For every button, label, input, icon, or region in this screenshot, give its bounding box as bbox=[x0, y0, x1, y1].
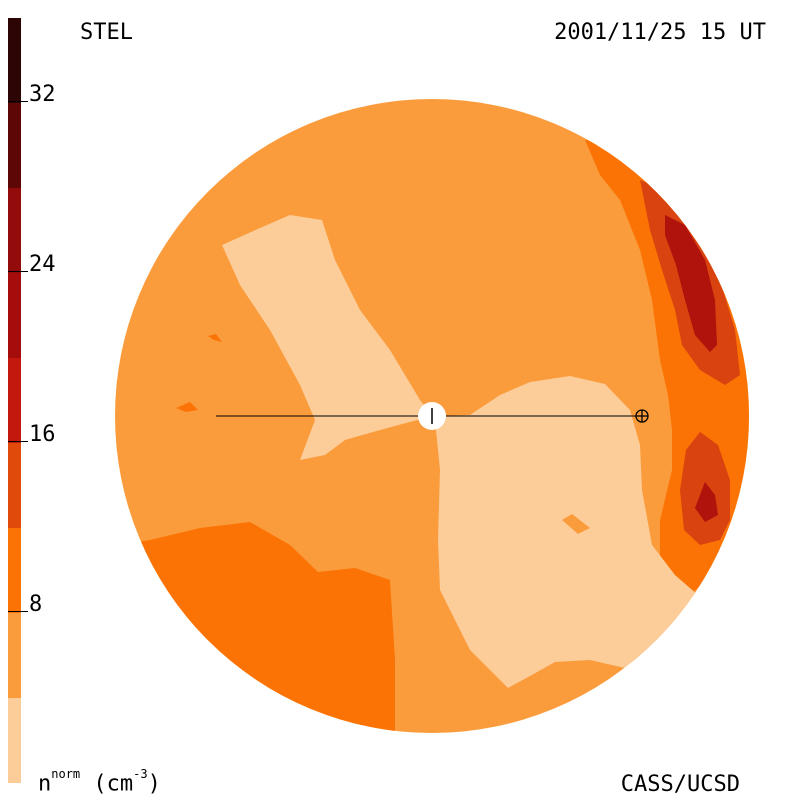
colorbar-level-6 bbox=[8, 443, 21, 528]
upper-left-small-blob bbox=[208, 334, 222, 342]
colorbar-tick-24 bbox=[8, 271, 28, 272]
timestamp-label: 2001/11/25 15 UT bbox=[554, 20, 766, 45]
colorbar-label-32: 32 bbox=[29, 82, 56, 107]
credit-label: CASS/UCSD bbox=[620, 772, 740, 797]
lower-right-low-density-region bbox=[432, 376, 698, 688]
colorbar-level-4 bbox=[8, 273, 21, 358]
colorbar-level-7 bbox=[8, 528, 21, 613]
earth-icon bbox=[635, 409, 649, 423]
colorbar-level-8 bbox=[8, 613, 21, 698]
lower-peak-density-core bbox=[695, 482, 718, 522]
colorbar-level-2 bbox=[8, 103, 21, 188]
left-small-blob bbox=[176, 402, 198, 412]
colorbar-tick-32 bbox=[8, 101, 28, 102]
instrument-label: STEL bbox=[80, 20, 133, 45]
colorbar-level-1 bbox=[8, 18, 21, 103]
colorbar-level-3 bbox=[8, 188, 21, 273]
colorbar-tick-8 bbox=[8, 611, 28, 612]
colorbar-label-24: 24 bbox=[29, 252, 56, 277]
colorbar-level-5 bbox=[8, 358, 21, 443]
colorbar-label-8: 8 bbox=[29, 592, 43, 617]
colorbar-tick-16 bbox=[8, 441, 28, 442]
unit-label: nnorm (cm-3) bbox=[38, 767, 161, 797]
colorbar-level-9 bbox=[8, 698, 21, 783]
upper-peak-density-core bbox=[665, 215, 717, 352]
center-small-blob bbox=[562, 514, 590, 534]
colorbar-label-16: 16 bbox=[29, 422, 56, 447]
upper-left-low-density-region bbox=[222, 215, 432, 460]
colorbar bbox=[8, 18, 21, 783]
